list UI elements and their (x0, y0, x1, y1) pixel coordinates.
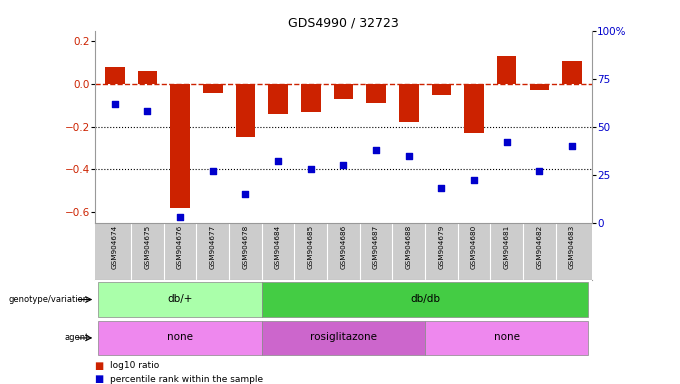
Text: GSM904687: GSM904687 (373, 224, 379, 269)
Text: ■: ■ (95, 374, 107, 384)
Text: GSM904683: GSM904683 (569, 224, 575, 269)
Text: GSM904675: GSM904675 (144, 224, 150, 269)
Text: GSM904676: GSM904676 (177, 224, 183, 269)
Bar (334, 84, 353, 99)
Bar (367, 84, 386, 103)
Bar (203, 84, 222, 93)
Text: log10 ratio: log10 ratio (110, 361, 159, 370)
Text: GSM904674: GSM904674 (112, 224, 118, 269)
Bar (399, 84, 418, 122)
Bar (269, 84, 288, 114)
Point (273, 158, 284, 164)
Point (534, 168, 545, 174)
Bar (530, 84, 549, 91)
Text: percentile rank within the sample: percentile rank within the sample (110, 375, 263, 384)
Point (371, 147, 381, 153)
Point (305, 166, 316, 172)
Text: db/db: db/db (410, 294, 440, 304)
Point (566, 143, 577, 149)
Point (501, 139, 512, 145)
Bar (170, 84, 190, 208)
Text: GSM904682: GSM904682 (537, 224, 543, 269)
Point (338, 162, 349, 168)
Title: GDS4990 / 32723: GDS4990 / 32723 (288, 17, 398, 30)
Bar (105, 67, 124, 84)
Text: GSM904678: GSM904678 (243, 224, 248, 269)
Point (207, 168, 218, 174)
Text: GSM904677: GSM904677 (209, 224, 216, 269)
Text: GSM904685: GSM904685 (308, 224, 313, 269)
Text: GSM904681: GSM904681 (504, 224, 510, 269)
Text: agent: agent (64, 333, 88, 343)
Text: db/+: db/+ (167, 294, 193, 304)
Bar (562, 61, 582, 84)
Text: GSM904684: GSM904684 (275, 224, 281, 269)
Point (403, 152, 414, 159)
Text: rosiglitazone: rosiglitazone (310, 332, 377, 342)
Point (109, 101, 120, 107)
Bar (99, 282, 262, 317)
Bar (236, 84, 255, 137)
Text: GSM904686: GSM904686 (341, 224, 346, 269)
Text: genotype/variation: genotype/variation (8, 295, 88, 304)
Bar (497, 56, 517, 84)
Text: GSM904688: GSM904688 (406, 224, 411, 269)
Point (175, 214, 186, 220)
Point (142, 108, 153, 114)
Text: GSM904679: GSM904679 (439, 224, 444, 269)
Bar (425, 321, 588, 355)
Text: none: none (167, 332, 193, 342)
Bar (301, 84, 320, 112)
Point (436, 185, 447, 191)
Text: ■: ■ (95, 361, 107, 371)
Text: none: none (494, 332, 520, 342)
Bar (432, 84, 451, 95)
Point (240, 191, 251, 197)
Text: GSM904680: GSM904680 (471, 224, 477, 269)
Bar (262, 321, 425, 355)
Bar (464, 84, 484, 133)
Bar (99, 321, 262, 355)
Point (469, 177, 479, 184)
Bar (262, 282, 588, 317)
Bar (137, 71, 157, 84)
